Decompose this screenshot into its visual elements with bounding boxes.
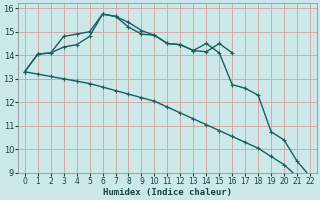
X-axis label: Humidex (Indice chaleur): Humidex (Indice chaleur)	[103, 188, 232, 197]
